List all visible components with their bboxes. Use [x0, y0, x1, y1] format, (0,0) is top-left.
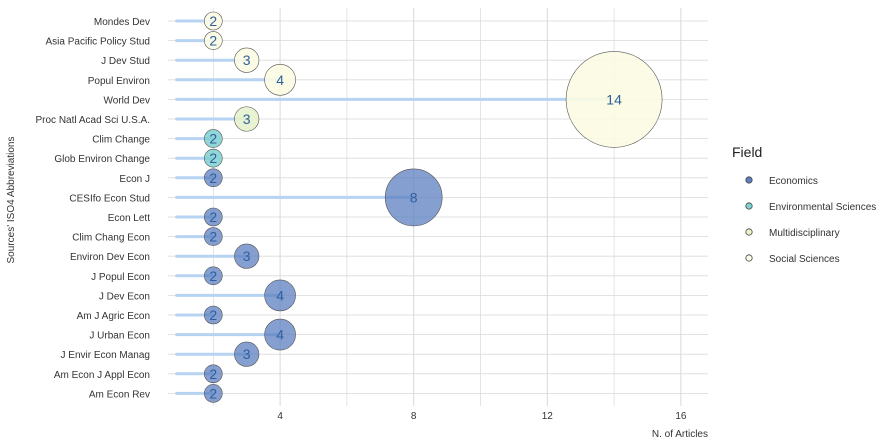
bubble-value-label: 3: [243, 111, 251, 127]
bubble-value-label: 4: [276, 72, 284, 88]
bubble: [204, 31, 223, 50]
legend-title: Field: [732, 144, 762, 160]
legend-swatch: [745, 176, 753, 184]
bubble-value-label: 2: [209, 366, 217, 382]
legend-swatch: [745, 202, 753, 210]
x-axis-title: N. of Articles: [652, 429, 708, 440]
y-tick-label: Glob Environ Change: [54, 154, 150, 165]
legend-label: Environmental Sciences: [769, 202, 876, 213]
bubble: [565, 51, 663, 148]
bubble: [204, 148, 223, 168]
bubble-value-label: 2: [209, 209, 217, 225]
y-tick-label: Asia Pacific Policy Stud: [46, 37, 151, 48]
bubble-value-label: 14: [606, 91, 622, 107]
legend-label: Economics: [769, 176, 818, 187]
y-tick-label: Popul Environ: [88, 76, 150, 87]
legend-label: Social Sciences: [769, 254, 840, 265]
bubble-value-label: 2: [209, 307, 217, 323]
bubble-value-label: 2: [209, 131, 217, 147]
bubble: [264, 279, 296, 312]
bubble: [264, 318, 296, 351]
bubble-value-label: 2: [209, 150, 217, 166]
x-tick-label: 8: [411, 411, 417, 422]
y-tick-label: Clim Chang Econ: [72, 233, 150, 244]
bubble-value-label: 4: [276, 287, 284, 303]
y-tick-label: World Dev: [104, 95, 151, 106]
bubble-value-labels: 2 2 3 4 14 3 2 2 2 8 2 2 3 2 4 2 4 3 2 2: [209, 13, 622, 401]
bubbles: [204, 11, 663, 403]
legend: Field Economics Environmental Sciences Mul…: [732, 144, 876, 265]
bubble-value-label: 8: [410, 189, 418, 205]
bubble: [204, 207, 223, 227]
y-tick-label: Econ J: [119, 174, 150, 185]
y-tick-label: Environ Dev Econ: [70, 252, 150, 263]
bubble-value-label: 2: [209, 229, 217, 245]
y-tick-labels: Mondes Dev Asia Pacific Policy Stud J Dev …: [36, 17, 151, 400]
bubble-value-label: 2: [209, 33, 217, 49]
bubble-value-label: 2: [209, 268, 217, 284]
bubble: [204, 227, 223, 246]
y-tick-label: J Envir Econ Manag: [61, 350, 151, 361]
legend-swatch: [745, 228, 753, 236]
bubble: [204, 168, 223, 188]
bubble: [234, 106, 260, 132]
y-tick-label: Proc Natl Acad Sci U.S.A.: [36, 115, 151, 126]
bubble: [204, 364, 223, 384]
bubble-value-label: 2: [209, 170, 217, 186]
bubble-value-label: 4: [276, 327, 284, 343]
y-tick-label: Am Econ J Appl Econ: [54, 370, 150, 381]
bubble-value-label: 3: [243, 248, 251, 264]
y-tick-label: Mondes Dev: [94, 17, 150, 28]
bubble: [204, 266, 223, 286]
bubble: [384, 168, 443, 227]
x-tick-label: 12: [542, 411, 554, 422]
x-tick-labels: 4 8 12 16: [277, 411, 687, 422]
y-tick-label: Am Econ Rev: [89, 389, 150, 400]
y-axis-title: Sources' ISO4 Abbreviations: [6, 137, 17, 264]
bubble: [264, 64, 296, 96]
x-tick-label: 16: [675, 411, 687, 422]
bubble: [204, 384, 223, 403]
bubble: [204, 305, 223, 325]
y-tick-label: Am J Agric Econ: [77, 311, 150, 322]
legend-swatch: [745, 254, 753, 262]
y-tick-label: J Dev Stud: [101, 56, 150, 67]
bubble-value-label: 2: [209, 385, 217, 401]
y-tick-label: J Dev Econ: [99, 291, 150, 302]
bubble: [234, 47, 260, 73]
y-tick-label: Clim Change: [92, 135, 150, 146]
x-tick-label: 4: [277, 411, 283, 422]
bubble: [204, 11, 223, 31]
bubble: [234, 243, 260, 269]
y-tick-label: CESIfo Econ Stud: [69, 193, 150, 204]
bubble-value-label: 3: [243, 52, 251, 68]
y-tick-label: J Popul Econ: [91, 272, 150, 283]
y-tick-label: Econ Lett: [108, 213, 150, 224]
legend-items: Economics Environmental Sciences Multidisc…: [745, 176, 876, 265]
legend-label: Multidisciplinary: [769, 228, 840, 239]
y-tick-label: J Urban Econ: [89, 331, 150, 342]
bubble-value-label: 2: [209, 13, 217, 29]
bubble: [204, 129, 223, 148]
bubble-value-label: 3: [243, 346, 251, 362]
bubble: [234, 341, 260, 367]
